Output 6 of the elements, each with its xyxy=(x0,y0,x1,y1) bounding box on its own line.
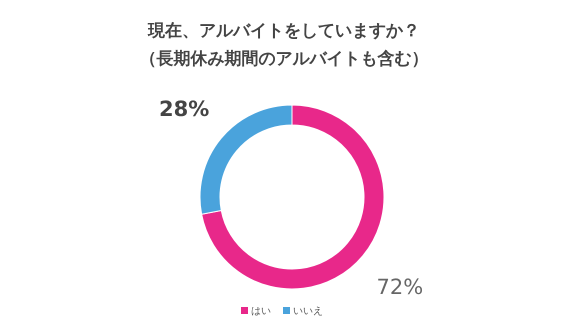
data-label: 72% xyxy=(376,275,424,300)
chart-subtitle: （長期休み期間のアルバイトも含む） xyxy=(140,49,428,69)
legend-label: いいえ xyxy=(293,306,323,317)
chart-title: 現在、アルバイトをしていますか？ xyxy=(147,21,420,41)
data-label: 28% xyxy=(158,96,210,121)
legend-label: はい xyxy=(251,306,271,317)
